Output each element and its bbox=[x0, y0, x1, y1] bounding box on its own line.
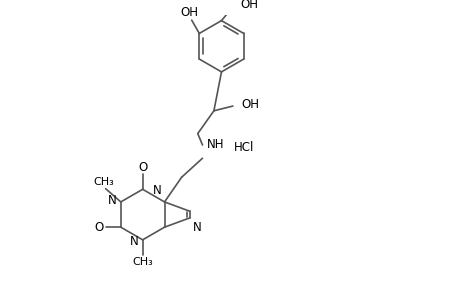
Text: N: N bbox=[152, 184, 161, 197]
Text: OH: OH bbox=[240, 0, 258, 11]
Text: CH₃: CH₃ bbox=[93, 177, 114, 187]
Text: HCl: HCl bbox=[233, 141, 254, 154]
Text: O: O bbox=[138, 161, 147, 174]
Text: OH: OH bbox=[180, 6, 198, 19]
Text: OH: OH bbox=[241, 98, 259, 111]
Text: N: N bbox=[130, 235, 139, 248]
Text: CH₃: CH₃ bbox=[132, 256, 153, 267]
Text: N: N bbox=[192, 221, 201, 234]
Text: NH: NH bbox=[207, 139, 224, 152]
Text: O: O bbox=[94, 221, 103, 234]
Text: N: N bbox=[108, 194, 117, 206]
